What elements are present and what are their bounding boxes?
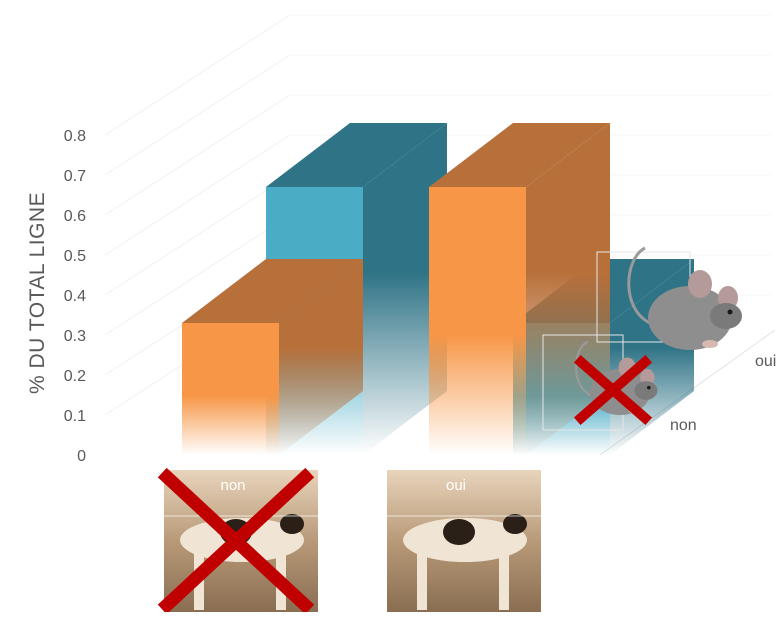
y-tick-label: 0.6 xyxy=(64,208,86,225)
y-axis-ticks: 0 0.1 0.2 0.3 0.4 0.5 0.6 0.7 0.8 xyxy=(64,128,86,465)
mouse-photo xyxy=(627,246,742,350)
y-tick-label: 0.7 xyxy=(64,168,86,185)
mouse-tail xyxy=(627,246,651,325)
gridline xyxy=(104,174,291,296)
gridline xyxy=(104,214,291,336)
category-label: oui xyxy=(446,477,466,494)
y-tick-label: 0.8 xyxy=(64,128,86,145)
gridline xyxy=(104,134,291,256)
depth-label-oui: oui xyxy=(755,353,776,370)
y-tick-label: 0.2 xyxy=(64,368,86,385)
red-cross-icon xyxy=(157,467,315,615)
bar-side xyxy=(279,259,363,455)
category-label: non xyxy=(220,477,245,494)
y-axis-title: % DU TOTAL LIGNE xyxy=(26,191,49,394)
red-cross-icon xyxy=(573,354,653,426)
gridline xyxy=(104,94,291,216)
gridline xyxy=(104,14,291,136)
mouse-head xyxy=(710,303,742,329)
cat-leg xyxy=(499,552,509,610)
bar-side xyxy=(363,123,447,455)
y-tick-label: 0.1 xyxy=(64,408,86,425)
bar-front xyxy=(429,187,526,455)
gridline xyxy=(104,54,291,176)
bar-non-non xyxy=(182,259,363,455)
cat-leg xyxy=(417,552,427,610)
cat-spot xyxy=(280,514,304,534)
y-tick-label: 0.4 xyxy=(64,288,86,305)
category-image-oui: oui xyxy=(387,470,541,612)
mouse-eye xyxy=(727,309,733,315)
y-tick-label: 0.5 xyxy=(64,248,86,265)
y-tick-label: 0.3 xyxy=(64,328,86,345)
bar-top xyxy=(429,123,610,187)
bar-front xyxy=(182,323,279,455)
bar-top xyxy=(182,259,363,323)
mouse-body xyxy=(648,286,732,350)
bar-non-oui xyxy=(429,123,610,455)
bar-top xyxy=(266,123,447,187)
mouse-tail xyxy=(574,340,592,397)
mouse-eye xyxy=(647,385,651,390)
y-tick-label: 0 xyxy=(77,448,86,465)
mouse-head xyxy=(634,381,658,400)
cat-spot xyxy=(443,519,475,545)
mouse-foot xyxy=(702,340,718,348)
cat-spot xyxy=(503,514,527,534)
mouse-ear xyxy=(688,270,712,298)
depth-label-non: non xyxy=(670,417,697,434)
